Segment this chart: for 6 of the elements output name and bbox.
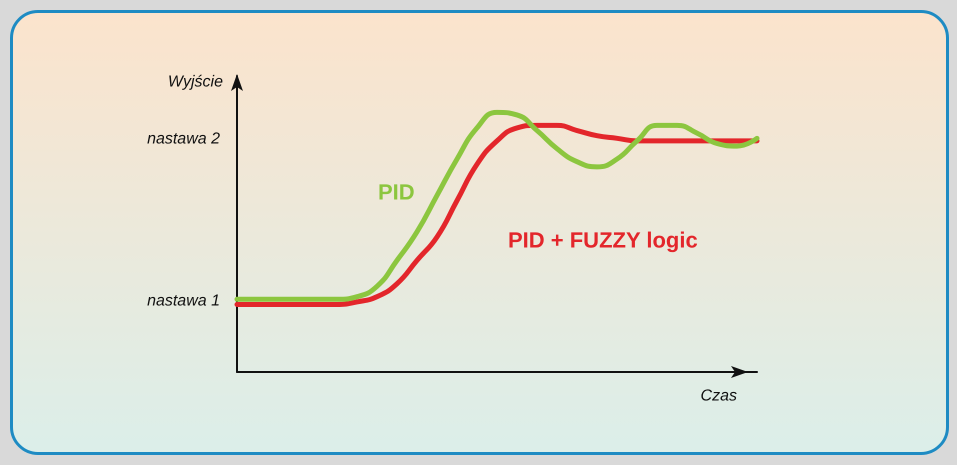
x-axis-title: Czas <box>700 388 737 404</box>
series-label: PID <box>378 180 415 204</box>
text: nastawa 2 <box>147 130 220 148</box>
text: PID + FUZZY logic <box>508 228 698 252</box>
y-axis-title: Wyjście <box>168 74 224 90</box>
text: nastawa 1 <box>147 292 220 310</box>
